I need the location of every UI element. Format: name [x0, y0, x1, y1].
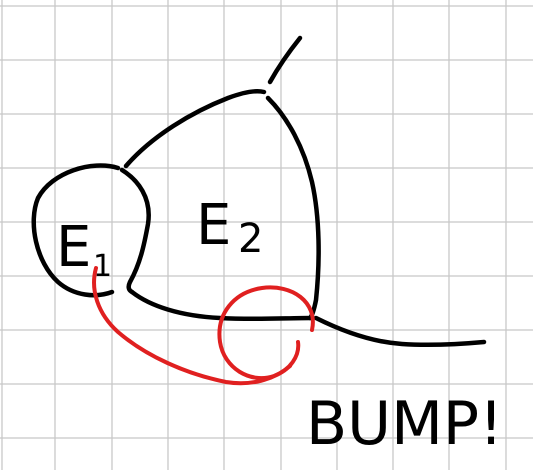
- black-strokes: [31, 35, 487, 348]
- e2-subscript: 2: [238, 216, 263, 262]
- e2-right-edge: [265, 95, 321, 321]
- bump-annotation: BUMP!: [306, 389, 503, 459]
- bottom-right-tail-edge: [313, 315, 487, 348]
- red-strokes: [92, 266, 315, 386]
- e1-subscript: 1: [93, 249, 112, 284]
- e2-top-left-edge: [123, 89, 267, 169]
- e1-boundary-loop: [31, 163, 121, 298]
- e1-right-side: [119, 167, 151, 295]
- e2-letter: E: [196, 193, 231, 258]
- e1-letter: E: [56, 215, 91, 280]
- red-loop-under-e1: [92, 266, 292, 386]
- e2-bottom-edge: [129, 289, 315, 322]
- top-spike-edge: [267, 35, 303, 85]
- red-bump-circle: [217, 285, 315, 381]
